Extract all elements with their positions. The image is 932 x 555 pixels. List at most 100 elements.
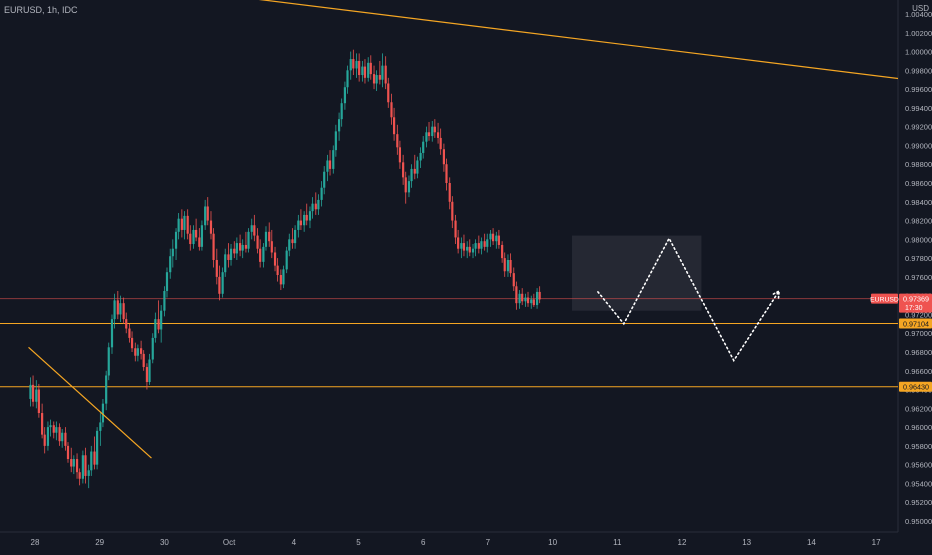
x-tick-label: Oct [223, 538, 236, 547]
candle-body [486, 239, 489, 247]
trendline[interactable] [210, 0, 932, 85]
candle-body [41, 413, 44, 435]
candle-body [489, 233, 492, 240]
candle-body [119, 303, 122, 315]
candle-body [535, 291, 539, 306]
candle-body [509, 259, 512, 274]
y-tick-label: 0.96200 [905, 404, 932, 413]
y-tick-label: 0.97600 [905, 273, 932, 282]
candle-body [346, 70, 349, 88]
y-tick-label: 0.98400 [905, 198, 932, 207]
y-tick-label: 0.95000 [905, 517, 932, 526]
candle-body [369, 62, 372, 75]
candle-body [52, 425, 55, 433]
trendline[interactable] [28, 346, 152, 459]
candle-body [204, 206, 207, 226]
x-tick-label: 30 [160, 538, 169, 547]
candle-body [262, 246, 265, 262]
candle-body [361, 66, 364, 76]
candle-body [61, 432, 64, 442]
candle-body [503, 258, 506, 272]
candle-body [160, 310, 163, 330]
candle-body [189, 233, 192, 245]
candle-body [407, 181, 411, 193]
candle-body [55, 427, 58, 433]
candle-body [480, 241, 483, 249]
candle-body [375, 75, 378, 84]
candle-body [273, 252, 277, 266]
y-tick-label: 1.00200 [905, 29, 932, 38]
projection-path[interactable] [597, 236, 780, 363]
x-tick-label: 6 [421, 538, 426, 547]
candle-body [506, 259, 510, 272]
x-tick-label: 12 [678, 538, 687, 547]
candle-body [378, 75, 381, 80]
level-badge-label: 0.97104 [903, 319, 929, 328]
candle-body [288, 239, 291, 251]
candle-body [390, 102, 393, 118]
candle-body [308, 211, 312, 221]
candle-body [87, 470, 90, 476]
candle-body [58, 427, 61, 442]
candle-body [180, 218, 183, 230]
candle-body [183, 215, 186, 230]
candle-body [402, 162, 405, 178]
candle-body [148, 359, 151, 383]
y-tick-label: 1.00400 [905, 10, 932, 19]
candle-body [107, 347, 110, 376]
candle-body [151, 337, 154, 360]
candle-body [93, 451, 96, 465]
candle-body [419, 152, 422, 161]
candle-body [81, 455, 84, 479]
candle-body [334, 131, 337, 151]
candle-body [384, 65, 387, 84]
candle-body [250, 225, 253, 232]
y-tick-label: 0.99000 [905, 141, 932, 150]
candle-body [483, 241, 486, 247]
candle-body [128, 328, 131, 338]
y-tick-label: 0.96000 [905, 423, 932, 432]
candle-body [270, 241, 273, 253]
candle-body [381, 65, 384, 80]
candle-body [253, 225, 256, 236]
candle-body [116, 300, 119, 315]
candle-body [436, 132, 440, 138]
candle-body [218, 276, 221, 294]
candle-body [235, 243, 238, 254]
candle-body [299, 220, 303, 226]
candle-body [332, 150, 335, 169]
y-tick-label: 0.99200 [905, 123, 932, 132]
candle-body [96, 430, 99, 465]
y-tick-label: 0.96800 [905, 348, 932, 357]
candle-body [200, 225, 204, 247]
candle-body [448, 183, 451, 202]
candle-body [501, 244, 504, 259]
candle-body [224, 254, 227, 273]
candle-body [227, 254, 230, 260]
candle-body [64, 432, 67, 446]
candle-body [84, 455, 87, 476]
y-tick-label: 0.99400 [905, 104, 932, 113]
candle-body [392, 117, 396, 135]
candle-body [372, 74, 376, 84]
x-tick-label: 5 [356, 538, 361, 547]
level-badge [899, 318, 932, 329]
candle-body [264, 231, 268, 247]
candle-body [186, 215, 189, 234]
x-tick-label: 29 [95, 538, 104, 547]
candle-body [195, 229, 198, 238]
candle-body [136, 348, 139, 356]
candle-body [416, 160, 419, 174]
candle-body [349, 59, 352, 71]
symbol-badge-label: EURUSD [870, 297, 899, 304]
y-tick-label: 0.98200 [905, 217, 932, 226]
candle-body [134, 348, 137, 356]
candle-body [244, 244, 248, 249]
candle-body [337, 119, 341, 132]
candle-body [326, 160, 329, 172]
candle-body [43, 434, 46, 446]
candle-body [215, 259, 218, 277]
candle-body [387, 83, 390, 103]
